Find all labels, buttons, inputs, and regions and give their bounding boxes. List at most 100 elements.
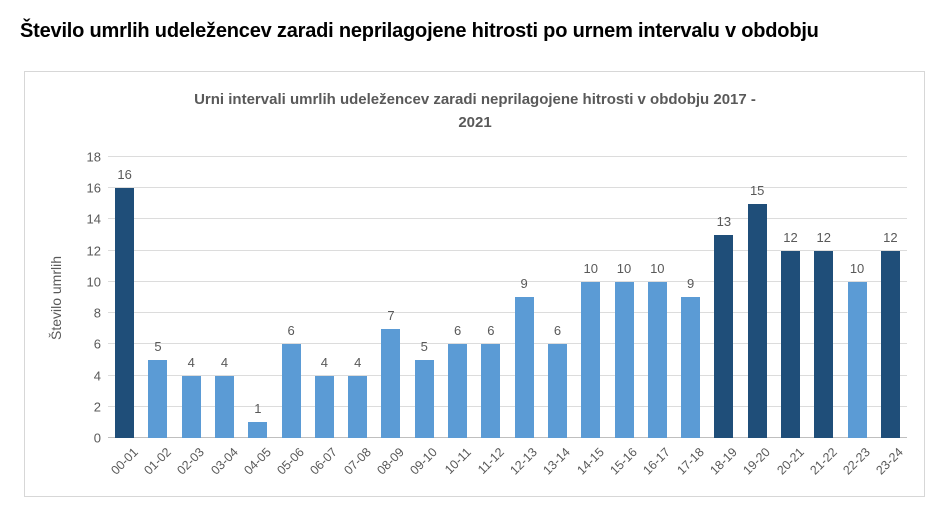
gridline (108, 187, 907, 189)
bar-value-label: 10 (650, 261, 665, 276)
bar-value-label: 15 (749, 183, 765, 198)
chart-title: Urni intervali umrlih udeležencev zaradi… (75, 88, 875, 134)
x-tick-label: 01-02 (141, 445, 174, 478)
bar-value-label: 12 (783, 230, 798, 245)
bar-03-04 (215, 376, 235, 438)
x-tick-label: 12-13 (507, 445, 541, 478)
bar-15-16 (614, 282, 634, 438)
gridline (108, 280, 907, 282)
bar-19-20 (747, 204, 767, 438)
gridline (108, 405, 907, 407)
gridline (108, 218, 907, 220)
chart-title-line2: 2021 (458, 114, 492, 131)
x-tick-label: 07-08 (341, 445, 374, 478)
x-tick-label: 02-03 (174, 445, 208, 478)
x-tick-label: 19-20 (740, 445, 774, 478)
bar-value-label: 6 (487, 323, 495, 338)
bar-16-17 (647, 282, 667, 438)
x-tick-label: 11-12 (474, 445, 507, 477)
x-tick-label: 21-22 (807, 445, 840, 478)
x-tick-label: 08-09 (374, 445, 407, 478)
bar-value-label: 5 (154, 339, 162, 354)
bar-08-09 (381, 329, 401, 438)
x-tick-label: 10-11 (441, 445, 474, 477)
bar-18-19 (714, 235, 734, 438)
y-tick-label: 4 (93, 368, 101, 384)
x-tick-label: 06-07 (307, 445, 341, 478)
bar-11-12 (481, 344, 501, 438)
bar-value-label: 13 (716, 214, 732, 229)
bar-01-02 (148, 360, 168, 438)
bar-02-03 (181, 376, 201, 438)
x-tick-label: 20-21 (773, 445, 807, 478)
bar-21-22 (814, 251, 834, 438)
x-tick-label: 09-10 (407, 445, 441, 478)
bar-09-10 (414, 360, 434, 438)
bar-00-01 (115, 188, 135, 438)
x-tick-label: 16-17 (640, 445, 674, 478)
x-tick-label: 23-24 (873, 445, 907, 478)
y-axis-ticks: 0 2 4 6 8 10 12 14 16 18 (25, 150, 101, 446)
bar-value-label: 1 (254, 401, 262, 416)
bar-value-label: 4 (220, 355, 229, 370)
y-tick-label: 8 (93, 305, 101, 321)
y-tick-label: 0 (93, 430, 101, 446)
y-tick-label: 6 (93, 336, 101, 352)
bar-value-label: 9 (686, 276, 695, 291)
x-tick-label: 05-06 (274, 445, 308, 478)
bar-12-13 (514, 297, 534, 438)
bar-value-label: 10 (616, 261, 632, 276)
y-tick-label: 16 (86, 180, 101, 196)
bar-value-label: 12 (883, 230, 898, 245)
bar-value-label: 16 (117, 167, 132, 182)
x-tick-label: 04-05 (241, 445, 274, 478)
gridline (108, 374, 907, 376)
y-tick-label: 10 (86, 274, 101, 290)
bar-value-label: 10 (583, 261, 598, 276)
bar-value-label: 6 (287, 323, 295, 338)
plot-area: 16 5 4 4 1 6 4 4 7 5 6 6 9 6 10 10 10 9 13 15 12 12 10 12 (108, 156, 907, 438)
bar-value-label: 4 (187, 355, 195, 370)
bar-value-label: 4 (320, 355, 329, 370)
x-tick-label: 17-18 (673, 445, 707, 478)
x-tick-label: 22-23 (840, 445, 873, 478)
x-tick-label: 14-15 (574, 445, 607, 478)
x-axis-labels: 00-01 01-02 02-03 03-04 04-05 05-06 06-07 07-08… (108, 442, 907, 498)
x-tick-label: 13-14 (540, 445, 574, 478)
bar-14-15 (581, 282, 601, 438)
bar-04-05 (248, 422, 268, 438)
x-tick-label: 15-16 (607, 445, 640, 478)
bar-10-11 (448, 344, 468, 438)
bar-23-24 (880, 251, 900, 438)
gridline (108, 249, 907, 251)
bar-value-label: 12 (816, 230, 831, 245)
bar-value-label: 5 (420, 339, 428, 354)
bar-20-21 (780, 251, 800, 438)
bar-value-label: 7 (387, 308, 395, 323)
bar-13-14 (547, 344, 567, 438)
x-axis-line (108, 437, 907, 438)
gridline (108, 343, 907, 345)
page-title: Število umrlih udeležencev zaradi nepril… (20, 20, 819, 42)
bar-value-label: 4 (354, 355, 362, 370)
bar-22-23 (847, 282, 867, 438)
bar-05-06 (281, 344, 301, 438)
bar-value-label: 6 (453, 323, 462, 338)
bar-06-07 (314, 376, 334, 438)
x-tick-label: 03-04 (207, 445, 241, 478)
chart-title-line1: Urni intervali umrlih udeležencev zaradi… (194, 91, 756, 108)
y-tick-label: 14 (86, 211, 101, 227)
x-tick-label: 18-19 (707, 445, 740, 478)
y-tick-label: 18 (86, 149, 101, 165)
bar-07-08 (348, 376, 368, 438)
bar-17-18 (681, 297, 701, 438)
y-tick-label: 2 (93, 399, 101, 415)
bar-value-label: 10 (849, 261, 865, 276)
x-tick-label: 00-01 (108, 445, 141, 478)
chart-card: Urni intervali umrlih udeležencev zaradi… (24, 71, 925, 497)
y-tick-label: 12 (86, 243, 101, 259)
bar-value-label: 9 (520, 276, 528, 291)
gridline (108, 156, 907, 157)
bar-value-label: 6 (553, 323, 562, 338)
